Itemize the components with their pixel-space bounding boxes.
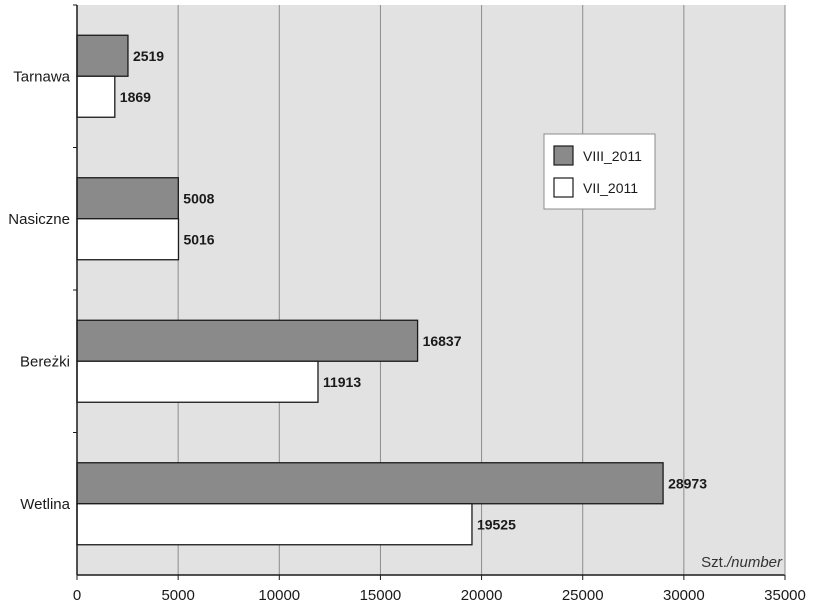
x-tick-label: 30000 [663,587,705,604]
data-label: 2519 [133,48,164,64]
bar-vii-2011-wetlina [76,503,473,546]
bar-vii-2011-nasiczne [76,218,180,261]
bar-viii-2011-nasiczne [76,177,179,220]
x-tick-label: 20000 [461,587,503,604]
bar-viii-2011-bereżki [76,319,419,362]
legend-label: VII_2011 [583,180,638,196]
data-label: 11913 [323,374,361,390]
unit-label-italic: /number [726,554,783,571]
legend-box [543,133,656,210]
x-tick-label: 15000 [360,587,402,604]
category-label: Tarnawa [13,68,70,85]
data-label: 5016 [183,231,214,247]
data-label: 19525 [477,516,516,532]
data-label: 5008 [183,190,214,206]
bar-viii-2011-tarnawa [76,34,129,77]
bar-vii-2011-tarnawa [76,75,116,118]
bar-vii-2011-bereżki [76,360,319,403]
legend-swatch-viii-2011 [553,145,574,166]
x-tick-label: 5000 [161,587,194,604]
data-label: 28973 [668,475,707,491]
x-tick-label: 35000 [764,587,806,604]
data-label: 1869 [120,89,151,105]
legend-label: VIII_2011 [583,148,642,164]
data-label: 16837 [423,333,462,349]
unit-label: Szt./number [701,554,783,571]
category-label: Bereżki [20,353,70,370]
legend-swatch-vii-2011 [553,177,574,198]
x-tick-label: 0 [73,587,81,604]
category-label: Wetlina [20,496,70,513]
x-tick-label: 25000 [562,587,604,604]
category-label: Nasiczne [8,211,70,228]
bar-viii-2011-wetlina [76,462,664,505]
unit-label-prefix: Szt. [701,554,727,571]
x-tick-label: 10000 [258,587,300,604]
